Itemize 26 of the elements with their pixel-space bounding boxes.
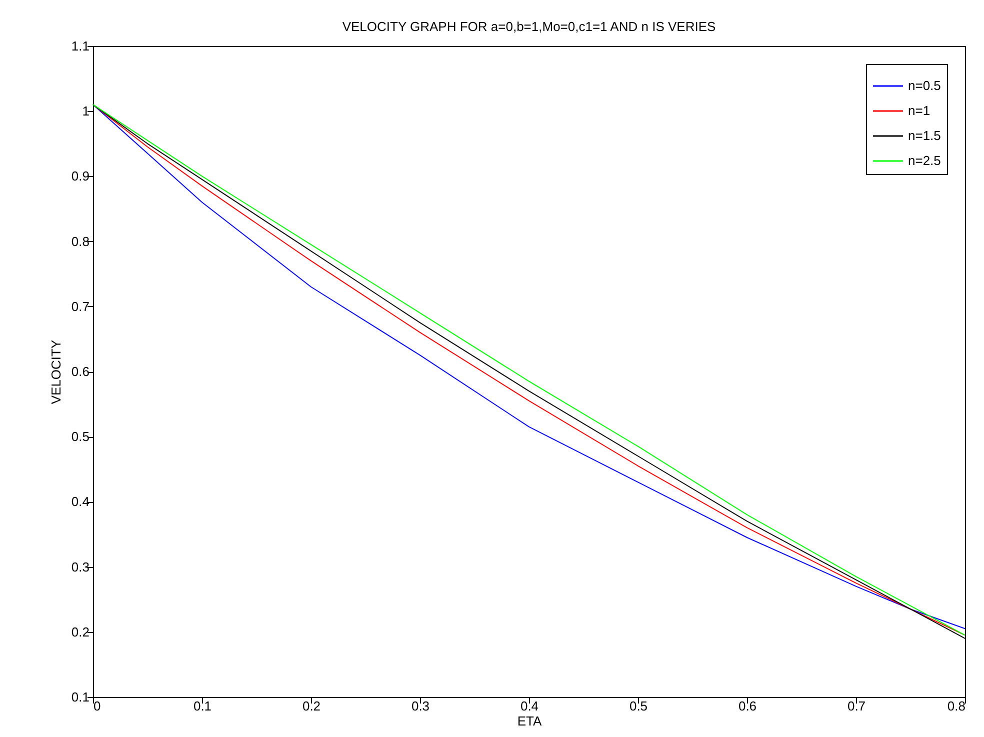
y-tick-label: 0.3	[71, 559, 90, 574]
y-tick-label: 1	[82, 104, 90, 119]
y-tick-label: 0.4	[71, 494, 90, 510]
x-tick-label: 0.8	[947, 698, 966, 714]
y-tick-label: 0.2	[71, 624, 90, 640]
chart-title: VELOCITY GRAPH FOR a=0,b=1,Mo=0,c1=1 AND n IS VERIES	[342, 19, 716, 34]
x-axis-title: ETA	[517, 714, 542, 728]
legend-label: n=1.5	[908, 128, 941, 143]
legend-label: n=1	[908, 103, 930, 118]
y-tick-label: 0.9	[71, 168, 90, 184]
y-tick-label: 0.6	[71, 364, 90, 379]
x-tick-label: 0.5	[629, 698, 648, 714]
x-tick-label: 0.6	[738, 698, 757, 714]
x-tick-label: 0.3	[411, 698, 430, 714]
x-tick-label: 0	[94, 698, 101, 714]
legend-label: n=2.5	[908, 153, 941, 168]
y-tick-label: 0.8	[71, 234, 90, 249]
y-tick-label: 0.7	[71, 298, 90, 314]
y-tick-label: 0.5	[71, 429, 90, 444]
y-tick-label: 1.1	[71, 38, 90, 54]
x-tick-label: 0.7	[847, 698, 866, 714]
legend-label: n=0.5	[908, 78, 941, 93]
x-tick-label: 0.4	[520, 698, 539, 714]
y-axis-title: VELOCITY	[48, 340, 64, 404]
x-tick-label: 0.2	[302, 698, 321, 714]
x-tick-label: 0.1	[193, 698, 212, 714]
